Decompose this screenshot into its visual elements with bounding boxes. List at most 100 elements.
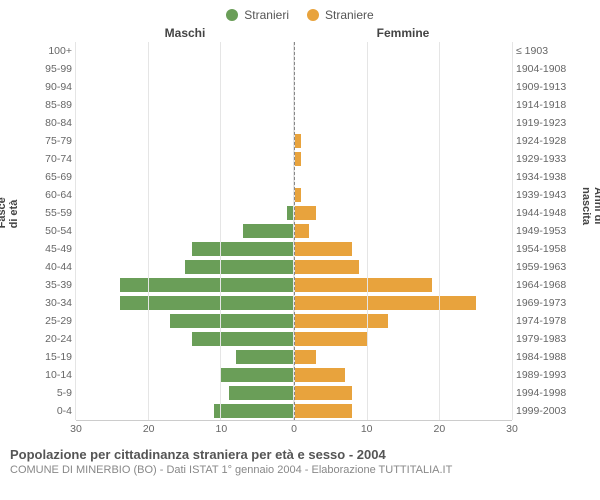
birth-label: 1929-1933 — [512, 150, 574, 168]
x-tick: 10 — [216, 423, 228, 435]
bar-male — [120, 296, 294, 310]
bar-male — [170, 314, 294, 328]
y-axis-left: 100+95-9990-9485-8980-8475-7970-7465-696… — [26, 42, 76, 421]
footer: Popolazione per cittadinanza straniera p… — [10, 447, 590, 476]
legend-label-male: Stranieri — [244, 8, 289, 22]
age-label: 90-94 — [26, 78, 76, 96]
chart-container: Stranieri Straniere Maschi Femmine Fasce… — [0, 0, 600, 500]
birth-label: 1904-1908 — [512, 60, 574, 78]
birth-label: 1924-1928 — [512, 132, 574, 150]
x-tick: 30 — [70, 423, 82, 435]
birth-label: 1994-1998 — [512, 384, 574, 402]
age-label: 15-19 — [26, 348, 76, 366]
age-label: 35-39 — [26, 276, 76, 294]
birth-label: 1999-2003 — [512, 402, 574, 420]
birth-label: 1944-1948 — [512, 204, 574, 222]
age-label: 55-59 — [26, 204, 76, 222]
bar-male — [192, 332, 294, 346]
x-tick: 20 — [433, 423, 445, 435]
footer-subtitle: COMUNE DI MINERBIO (BO) - Dati ISTAT 1° … — [10, 464, 590, 476]
bar-female — [294, 206, 316, 220]
bar-female — [294, 368, 345, 382]
bar-male — [287, 206, 294, 220]
age-label: 25-29 — [26, 312, 76, 330]
age-label: 40-44 — [26, 258, 76, 276]
x-tick: 20 — [143, 423, 155, 435]
age-label: 20-24 — [26, 330, 76, 348]
bar-male — [214, 404, 294, 418]
age-label: 10-14 — [26, 366, 76, 384]
legend: Stranieri Straniere — [10, 8, 590, 22]
x-ticks-left: 0102030 — [76, 423, 294, 437]
age-label: 85-89 — [26, 96, 76, 114]
birth-label: 1979-1983 — [512, 330, 574, 348]
age-label: 50-54 — [26, 222, 76, 240]
legend-label-female: Straniere — [325, 8, 374, 22]
y-axis-title-right: Anni di nascita — [580, 187, 600, 225]
birth-label: 1959-1963 — [512, 258, 574, 276]
birth-label: 1954-1958 — [512, 240, 574, 258]
y-axis-title-left: Fasce di età — [0, 197, 20, 228]
bar-male — [185, 260, 294, 274]
birth-label: 1934-1938 — [512, 168, 574, 186]
age-label: 65-69 — [26, 168, 76, 186]
bars-female — [294, 42, 512, 420]
bar-male — [120, 278, 294, 292]
center-line — [294, 42, 295, 420]
age-label: 5-9 — [26, 384, 76, 402]
bar-female — [294, 278, 432, 292]
birth-label: 1949-1953 — [512, 222, 574, 240]
bar-female — [294, 386, 352, 400]
bars-male — [76, 42, 294, 420]
bar-male — [221, 368, 294, 382]
x-tick: 30 — [506, 423, 518, 435]
footer-title: Popolazione per cittadinanza straniera p… — [10, 447, 590, 462]
birth-label: 1989-1993 — [512, 366, 574, 384]
column-title-right: Femmine — [294, 26, 512, 40]
column-titles: Maschi Femmine — [10, 26, 590, 40]
x-ticks-right: 102030 — [294, 423, 512, 437]
age-label: 75-79 — [26, 132, 76, 150]
bar-female — [294, 404, 352, 418]
birth-label: 1974-1978 — [512, 312, 574, 330]
age-label: 0-4 — [26, 402, 76, 420]
bar-male — [236, 350, 294, 364]
plot-area — [76, 42, 512, 421]
birth-label: 1984-1988 — [512, 348, 574, 366]
legend-swatch-male — [226, 9, 238, 21]
bar-female — [294, 260, 359, 274]
birth-label: ≤ 1903 — [512, 42, 574, 60]
x-axis: 0102030 102030 — [10, 423, 590, 437]
y-axis-right: ≤ 19031904-19081909-19131914-19181919-19… — [512, 42, 574, 421]
legend-item-male: Stranieri — [226, 8, 289, 22]
birth-label: 1919-1923 — [512, 114, 574, 132]
age-label: 60-64 — [26, 186, 76, 204]
age-label: 30-34 — [26, 294, 76, 312]
age-label: 80-84 — [26, 114, 76, 132]
bar-female — [294, 188, 301, 202]
birth-label: 1939-1943 — [512, 186, 574, 204]
legend-item-female: Straniere — [307, 8, 374, 22]
age-label: 70-74 — [26, 150, 76, 168]
age-label: 100+ — [26, 42, 76, 60]
bar-female — [294, 350, 316, 364]
birth-label: 1914-1918 — [512, 96, 574, 114]
bar-male — [192, 242, 294, 256]
birth-label: 1964-1968 — [512, 276, 574, 294]
birth-label: 1909-1913 — [512, 78, 574, 96]
bar-female — [294, 134, 301, 148]
age-label: 45-49 — [26, 240, 76, 258]
bar-female — [294, 242, 352, 256]
x-tick: 10 — [361, 423, 373, 435]
bar-female — [294, 152, 301, 166]
bar-female — [294, 296, 476, 310]
bar-female — [294, 332, 367, 346]
bar-female — [294, 314, 388, 328]
column-title-left: Maschi — [76, 26, 294, 40]
bar-male — [229, 386, 294, 400]
age-label: 95-99 — [26, 60, 76, 78]
legend-swatch-female — [307, 9, 319, 21]
bar-male — [243, 224, 294, 238]
bar-female — [294, 224, 309, 238]
birth-label: 1969-1973 — [512, 294, 574, 312]
